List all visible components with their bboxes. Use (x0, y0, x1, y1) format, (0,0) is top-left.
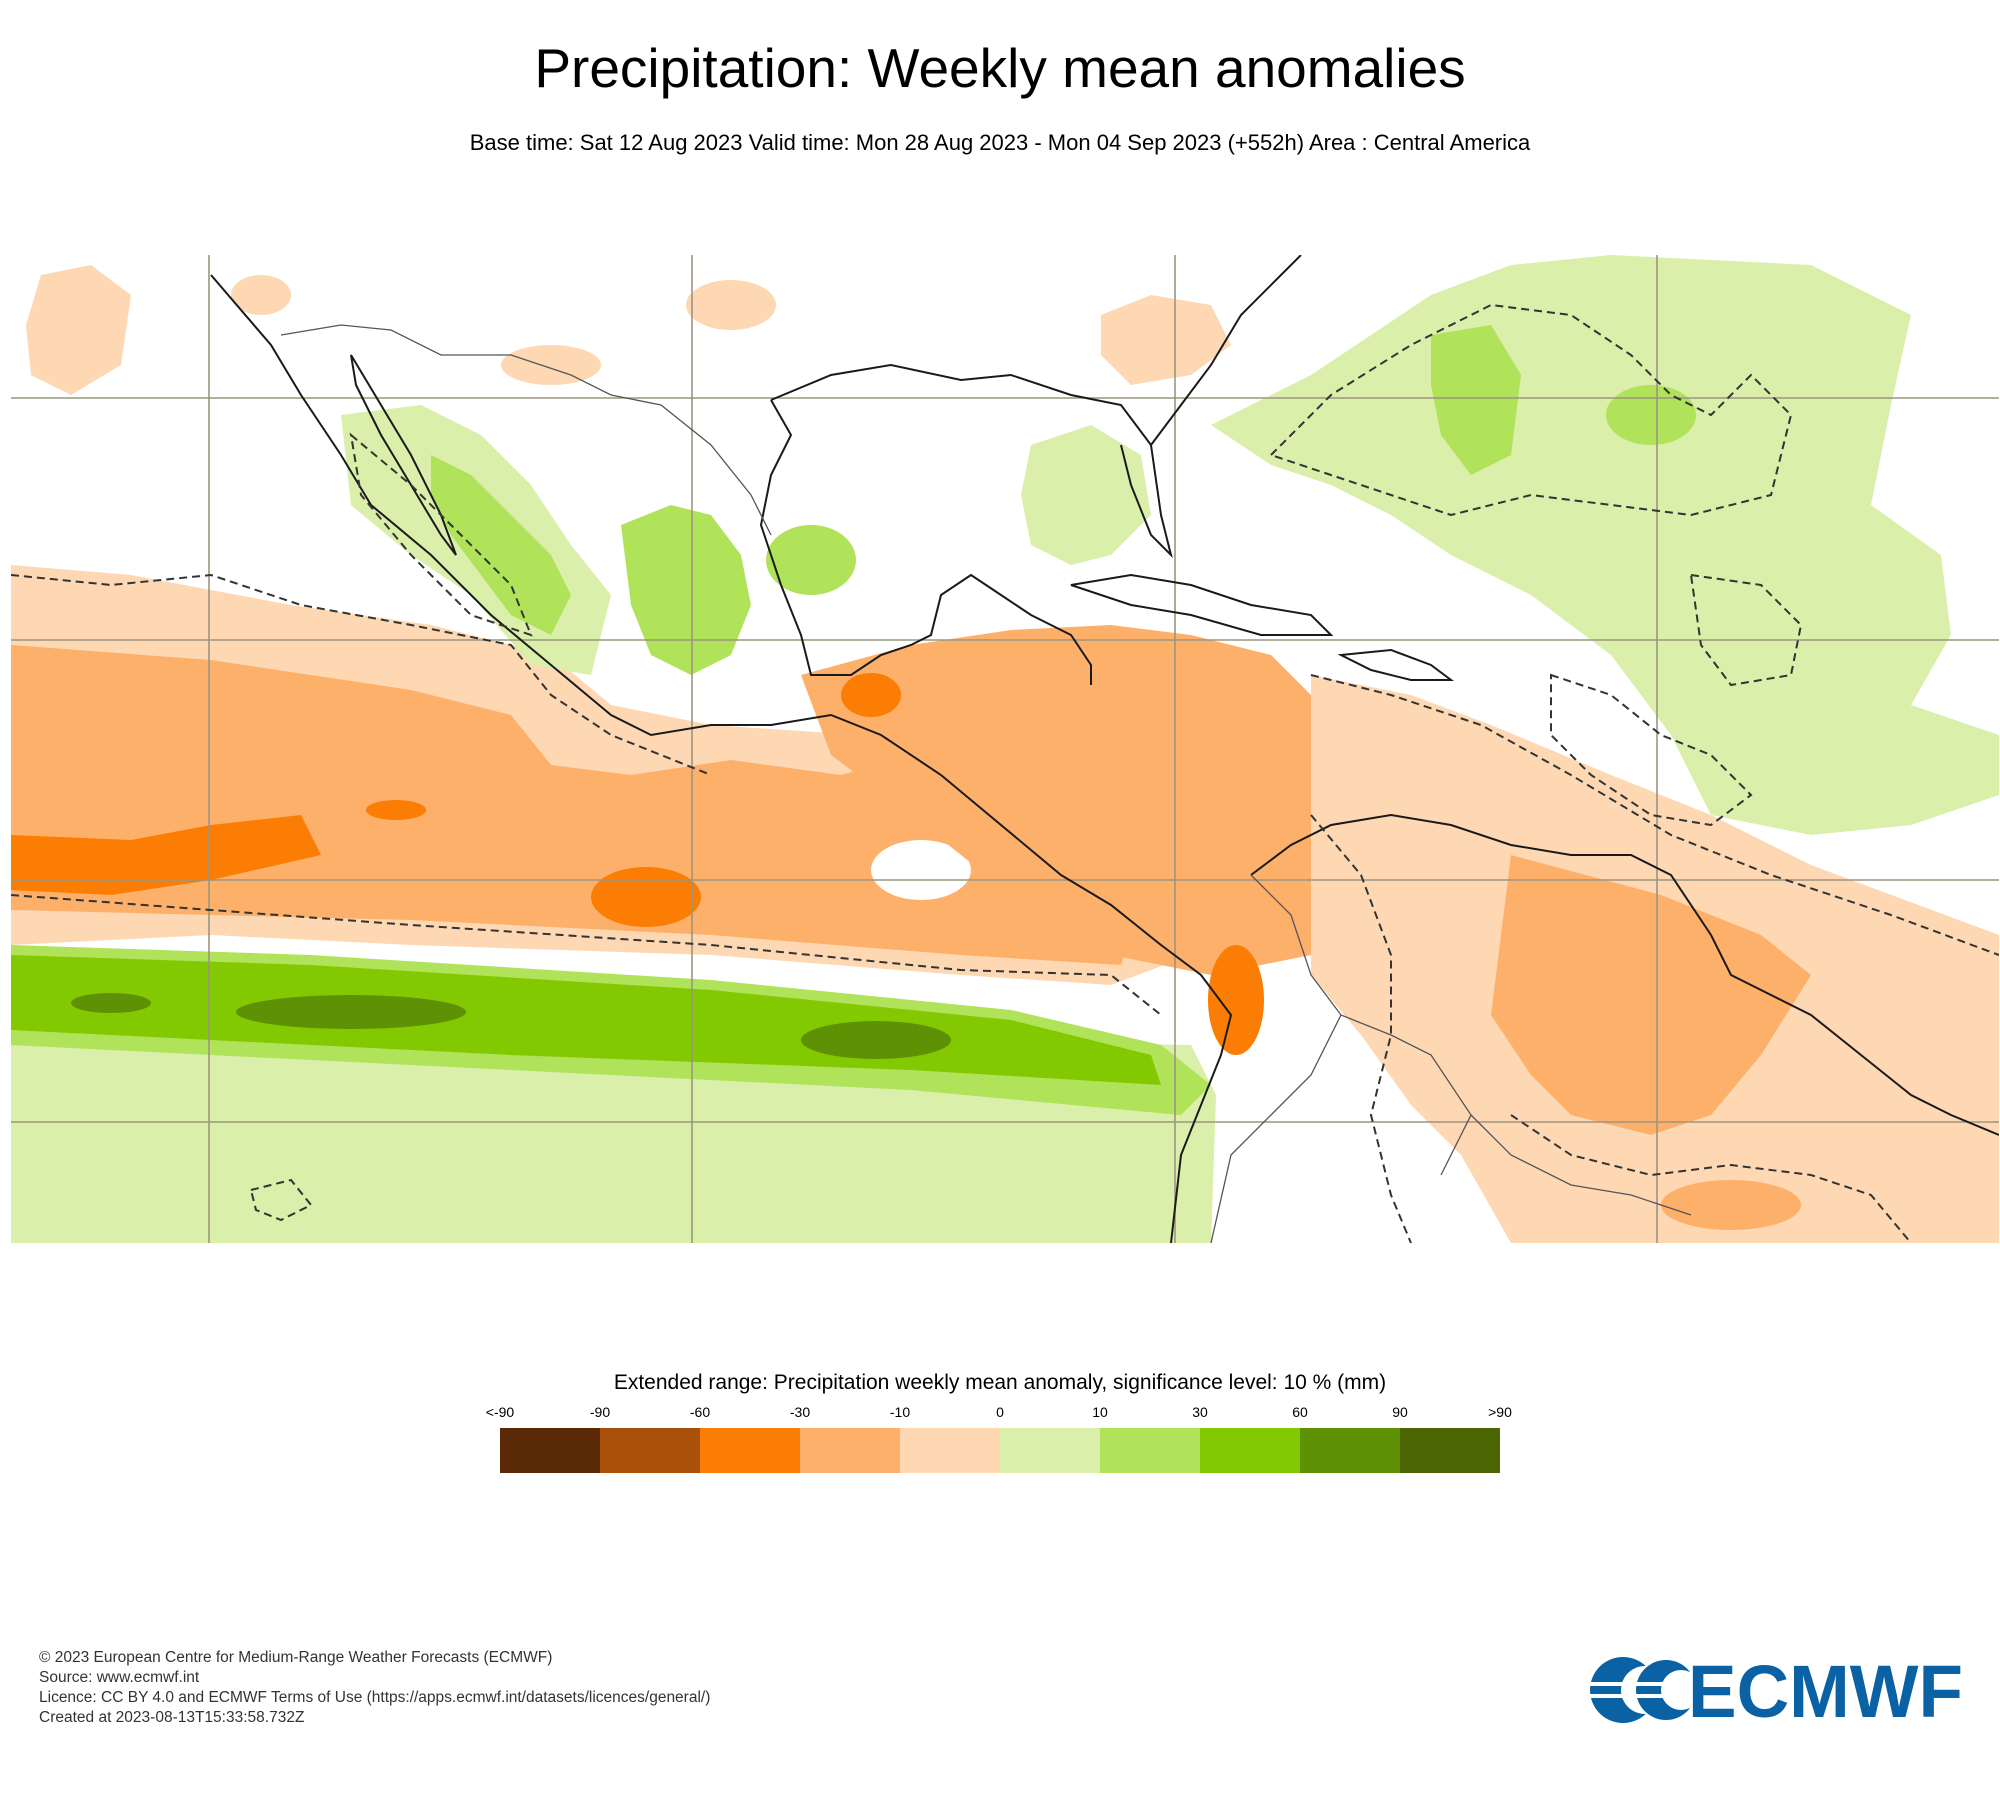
legend-swatch (900, 1428, 1000, 1473)
legend-tick-labels: <-90 -90 -60 -30 -10 0 10 30 60 90 >90 (0, 1404, 2000, 1424)
anomaly-area-positive-atlantic-east (1606, 385, 1696, 445)
footer-licence: Licence: CC BY 4.0 and ECMWF Terms of Us… (39, 1689, 711, 1706)
legend-tick: -10 (889, 1404, 911, 1420)
legend-tick: 10 (1092, 1404, 1108, 1420)
anomaly-area-moderate-negative-south-america (1491, 855, 1811, 1135)
anomaly-area-weak-negative-north-3 (686, 280, 776, 330)
legend-swatch (1400, 1428, 1500, 1473)
anomaly-area-positive-atlantic-core (1431, 325, 1521, 475)
footer-created: Created at 2023-08-13T15:33:58.732Z (39, 1709, 305, 1726)
anomaly-area-weak-positive-gulf (766, 525, 856, 595)
legend-swatch (1200, 1428, 1300, 1473)
legend-swatch (1000, 1428, 1100, 1473)
legend-tick: -60 (689, 1404, 711, 1420)
anomaly-area-positive-mexico (431, 455, 571, 635)
chart-subtitle: Base time: Sat 12 Aug 2023 Valid time: M… (469, 130, 1531, 155)
anomaly-area-weak-negative-north-1 (26, 265, 131, 395)
graticule (11, 255, 1999, 1243)
coastlines (210, 255, 1999, 1243)
dry-gap-white (871, 840, 971, 900)
anomaly-area-moderate-negative-south (1661, 1180, 1801, 1230)
anomaly-area-strong-negative-guatemala (841, 673, 901, 717)
precipitation-anomaly-map (11, 255, 1999, 1243)
country-borders (280, 324, 1692, 1243)
legend-swatch (1100, 1428, 1200, 1473)
legend-tick: 30 (1192, 1404, 1208, 1420)
anomaly-area-weak-negative-north-2 (1101, 295, 1231, 385)
anomaly-area-weak-negative-north-4 (501, 345, 601, 385)
legend-tick: 90 (1392, 1404, 1408, 1420)
legend-tick: -30 (789, 1404, 811, 1420)
footer-copyright: © 2023 European Centre for Medium-Range … (39, 1649, 553, 1666)
anomaly-area-very-strong-positive-3 (71, 993, 151, 1013)
footer-credits: © 2023 European Centre for Medium-Range … (39, 1648, 710, 1728)
legend-tick: <-90 (485, 1404, 515, 1420)
chart-title: Precipitation: Weekly mean anomalies (534, 37, 1466, 99)
legend-swatch (600, 1428, 700, 1473)
ecmwf-logo-text: ECMWF (1688, 1655, 1963, 1725)
legend-title: Extended range: Precipitation weekly mea… (613, 1371, 1387, 1394)
legend-swatch (800, 1428, 900, 1473)
anomaly-area-strong-negative-pacific-2 (591, 867, 701, 927)
anomaly-area-moderate-negative-pacific (11, 645, 1141, 965)
legend-swatch (500, 1428, 600, 1473)
legend-swatch (700, 1428, 800, 1473)
significance-contours (11, 303, 1999, 1243)
legend-tick: 60 (1292, 1404, 1308, 1420)
anomaly-area-weak-positive-caribbean-north (1021, 425, 1151, 565)
anomaly-area-very-strong-positive-1 (236, 995, 466, 1029)
legend-swatch (1300, 1428, 1400, 1473)
anomaly-area-weak-negative-north-5 (231, 275, 291, 315)
anomaly-area-weak-positive-atlantic (1211, 255, 1999, 835)
anomaly-area-strong-negative-pacific-1 (11, 815, 321, 895)
anomaly-area-weak-positive-mexico-east (621, 505, 751, 675)
legend-tick: >90 (1488, 1404, 1512, 1420)
anomaly-area-very-strong-positive-2 (801, 1021, 951, 1059)
legend-color-bar (500, 1428, 1500, 1473)
ecmwf-logo: ECMWF (1588, 1655, 1963, 1725)
anomaly-area-strong-negative-panama (1208, 945, 1264, 1055)
legend-tick: 0 (996, 1404, 1004, 1420)
footer-source: Source: www.ecmwf.int (39, 1669, 200, 1686)
legend-tick: -90 (589, 1404, 611, 1420)
anomaly-area-strong-negative-pacific-3 (366, 800, 426, 820)
ecmwf-logo-icon (1588, 1657, 1701, 1723)
